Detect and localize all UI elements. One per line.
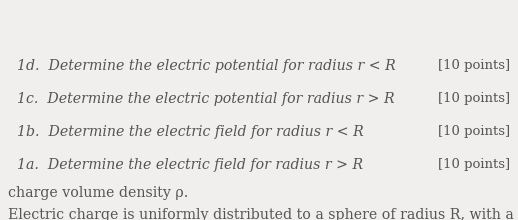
Text: 1a.  Determine the electric field for radius r > R: 1a. Determine the electric field for rad… (8, 158, 363, 172)
Text: [10 points]: [10 points] (438, 158, 510, 171)
Text: 1b.  Determine the electric field for radius r < R: 1b. Determine the electric field for rad… (8, 125, 364, 139)
Text: [10 points]: [10 points] (438, 125, 510, 138)
Text: 1d.  Determine the electric potential for radius r < R: 1d. Determine the electric potential for… (8, 59, 396, 73)
Text: charge volume density ρ.: charge volume density ρ. (8, 186, 189, 200)
Text: [10 points]: [10 points] (438, 59, 510, 72)
Text: 1c.  Determine the electric potential for radius r > R: 1c. Determine the electric potential for… (8, 92, 395, 106)
Text: [10 points]: [10 points] (438, 92, 510, 105)
Text: Electric charge is uniformly distributed to a sphere of radius R, with a: Electric charge is uniformly distributed… (8, 208, 514, 220)
